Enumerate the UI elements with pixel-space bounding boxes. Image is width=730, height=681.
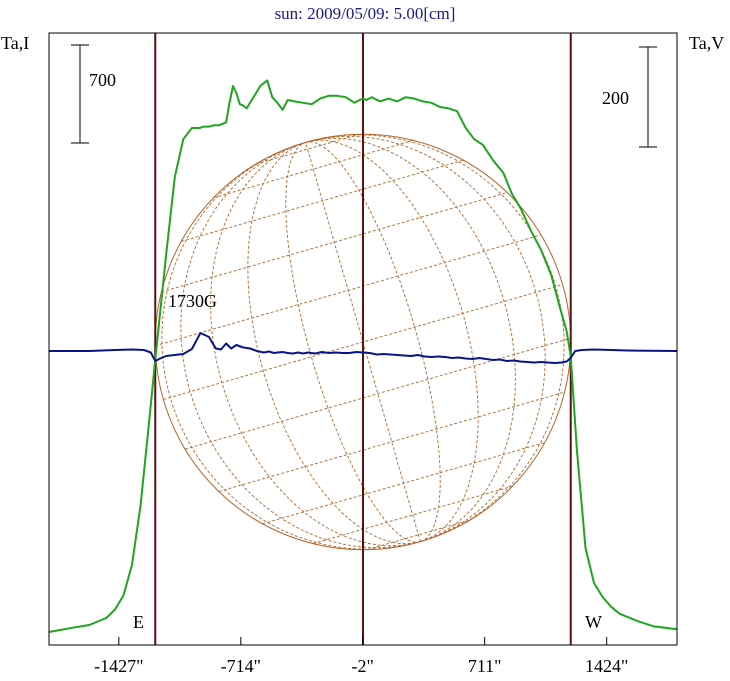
x-tick-label: -2"	[351, 656, 373, 676]
x-tick-label: 1424"	[585, 656, 628, 676]
west-limb-label: W	[585, 612, 602, 632]
intensity-curve	[48, 79, 678, 633]
chart-title: sun: 2009/05/09: 5.00[cm]	[275, 4, 456, 23]
longitude-line	[305, 141, 441, 543]
limb-marker-lines	[154, 33, 572, 645]
latitude-line	[218, 391, 565, 492]
longitude-line	[210, 141, 421, 547]
x-tick-label: 711"	[468, 656, 502, 676]
longitude-line	[305, 135, 546, 543]
polarization-curve	[49, 332, 678, 364]
latitude-line	[181, 159, 464, 242]
scale-bars	[71, 44, 657, 148]
east-limb-label: E	[133, 612, 144, 632]
longitude-line	[161, 141, 421, 550]
x-tick-label: -714"	[221, 656, 261, 676]
peak-annotation: 1730G	[168, 291, 217, 311]
left-axis-label: Ta,I	[1, 33, 29, 53]
right-scale-label: 200	[602, 88, 629, 108]
longitude-line	[305, 134, 565, 543]
longitude-line	[247, 141, 421, 545]
longitude-line	[305, 139, 479, 543]
x-tick-label: -1427"	[94, 656, 143, 676]
x-axis-ticks: -1427" -714" -2" 711" 1424"	[94, 637, 628, 676]
right-axis-label: Ta,V	[689, 33, 724, 53]
longitude-line	[180, 141, 421, 549]
series-layer	[48, 79, 678, 633]
longitude-line	[305, 137, 516, 543]
left-scale-label: 700	[89, 70, 116, 90]
longitude-line	[285, 141, 421, 543]
